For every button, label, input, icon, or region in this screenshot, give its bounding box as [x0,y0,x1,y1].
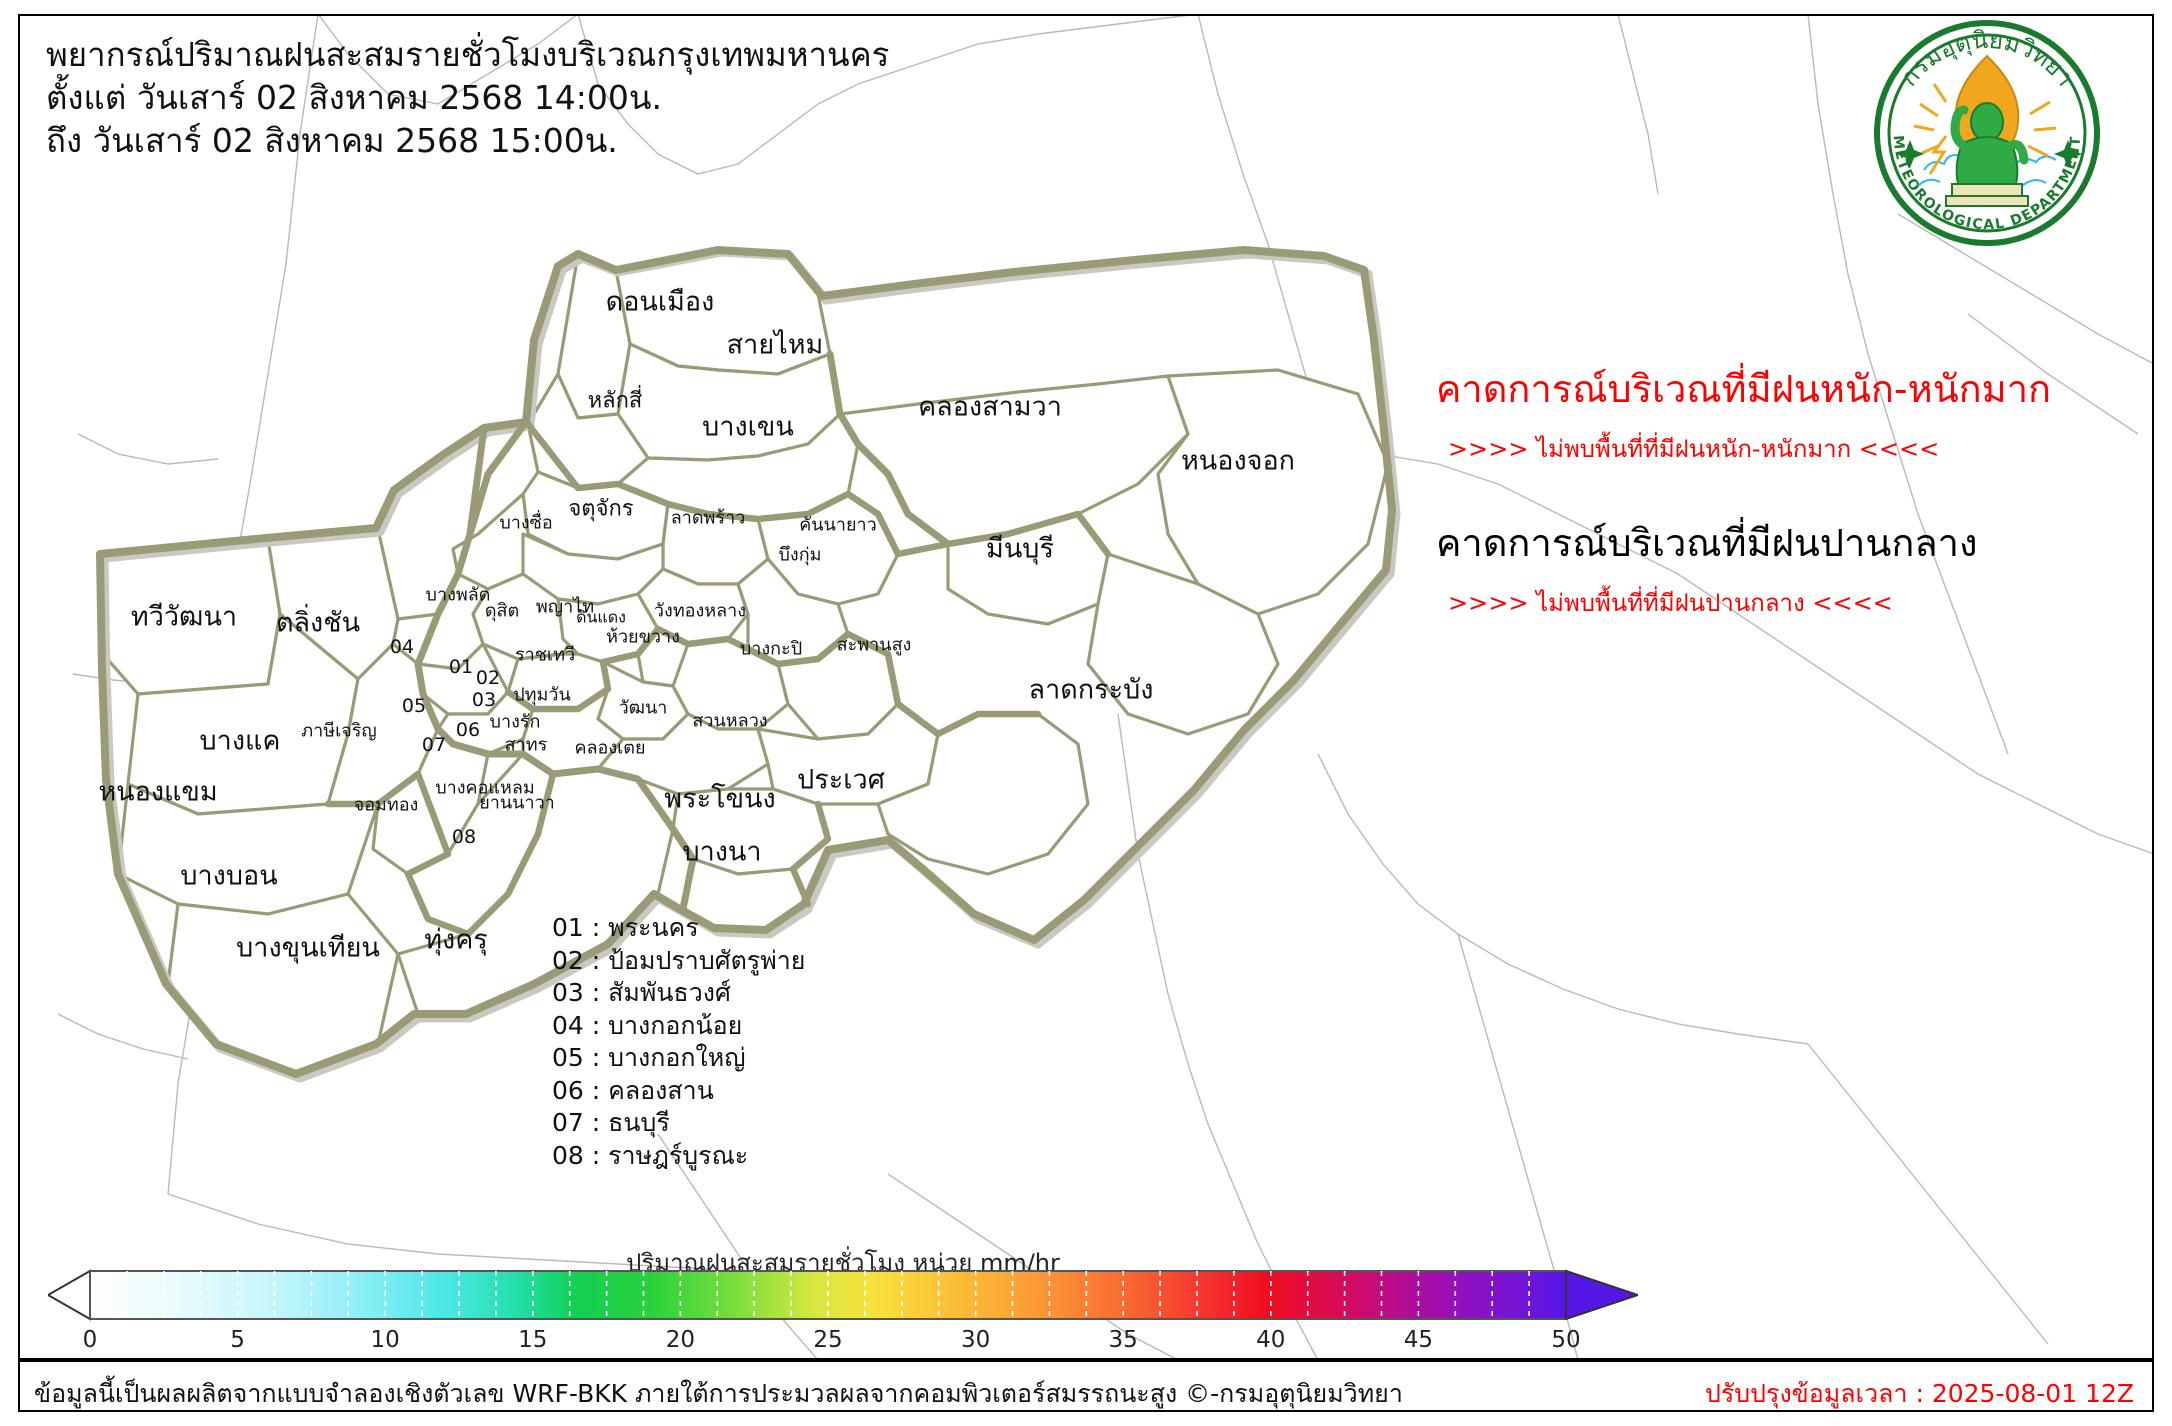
colorbar-tick-labels: 0 5 10 15 20 25 30 35 40 45 50 [48,1327,1638,1361]
colorbar-tick: 0 [82,1327,98,1353]
colorbar-tick: 35 [1108,1327,1138,1353]
code-legend-item: 02 : ป้อมปราบศัตรูพ่าย [552,945,806,975]
title-line-3: ถึง วันเสาร์ 02 สิงหาคม 2568 15:00น. [46,120,618,160]
colorbar-tick: 30 [960,1327,991,1353]
moderate-rain-result: >>>> ไม่พบพื้นที่ที่มีฝนปานกลาง <<<< [1448,589,1893,617]
colorbar-tick: 40 [1256,1327,1286,1353]
code-legend-item: 05 : บางกอกใหญ่ [552,1043,746,1072]
footer-update-time: ปรับปรุงข้อมูลเวลา : 2025-08-01 12Z [1704,1379,2134,1408]
code-legend-item: 08 : ราษฎร์บูรณะ [552,1140,749,1170]
code-legend-item: 01 : พระนคร [552,913,699,942]
star-ornament-icon [1896,140,2082,168]
colorbar-tick: 25 [813,1327,843,1353]
colorbar-tick: 50 [1551,1327,1581,1353]
district-code-legend: 01 : พระนคร 02 : ป้อมปราบศัตรูพ่าย 03 : สั… [552,912,805,1172]
colorbar-tick: 20 [665,1327,696,1353]
code-legend-item: 03 : สัมพันธวงศ์ [552,978,731,1007]
lightning-icon [1913,83,2057,175]
title-line-1: พยากรณ์ปริมาณฝนสะสมรายชั่วโมงบริเวณกรุงเ… [46,35,890,74]
title-line-2: ตั้งแต่ วันเสาร์ 02 สิงหาคม 2568 14:00น. [46,77,662,117]
footer-frame [18,1360,2154,1412]
bangkok-province-outline [96,246,1401,1083]
colorbar-tick: 10 [370,1327,400,1353]
colorbar-tick: 15 [518,1327,548,1353]
rainfall-colorbar [48,1269,1638,1321]
moderate-rain-heading: คาดการณ์บริเวณที่มีฝนปานกลาง [1436,521,1978,565]
page-title: พยากรณ์ปริมาณฝนสะสมรายชั่วโมงบริเวณกรุงเ… [46,34,889,163]
colorbar-tick: 45 [1403,1327,1434,1353]
surrounding-provinces [57,14,2154,1360]
heavy-rain-result: >>>> ไม่พบพื้นที่ที่มีฝนหนัก-หนักมาก <<<… [1448,435,1940,463]
bangkok-rainfall-map: .prov { fill:#ffffff; stroke:#b9b9b9; st… [57,14,2154,1360]
colorbar-tick: 5 [230,1327,245,1353]
code-legend-item: 06 : คลองสาน [552,1075,714,1105]
footer-credit: ข้อมูลนี้เป็นผลผลิตจากแบบจำลองเชิงตัวเลข… [34,1379,1403,1408]
tmd-logo: กรมอุตุนิยมวิทยา METEOROLOGICAL DEPARTME… [1874,20,2100,246]
code-legend-item: 04 : บางกอกน้อย [552,1010,743,1040]
heavy-rain-heading: คาดการณ์บริเวณที่มีฝนหนัก-หนักมาก [1436,367,2052,411]
district-boundaries [101,248,1390,1076]
code-legend-item: 07 : ธนบุรี [552,1108,670,1137]
forecast-annotations: คาดการณ์บริเวณที่มีฝนหนัก-หนักมาก >>>> ไ… [1436,358,2136,622]
